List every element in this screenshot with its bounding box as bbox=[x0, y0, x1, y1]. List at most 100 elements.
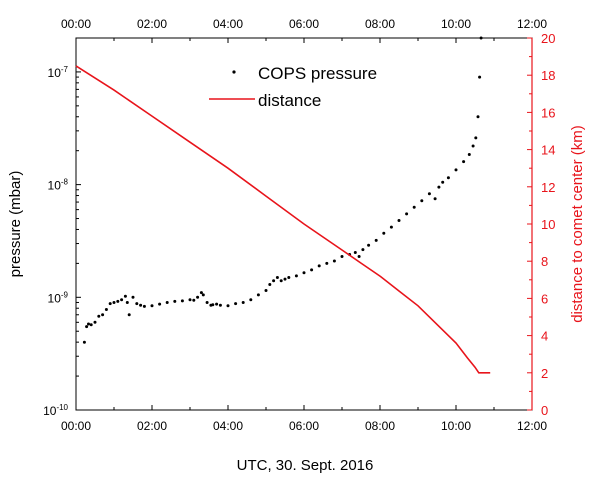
pressure-point bbox=[437, 185, 441, 189]
pressure-point bbox=[382, 231, 386, 235]
pressure-point bbox=[420, 199, 424, 203]
y-left-tick-label: 10-7 bbox=[48, 65, 69, 80]
series-layer bbox=[75, 36, 491, 374]
x-tick-label-top: 08:00 bbox=[365, 17, 395, 31]
y-right-tick-label: 10 bbox=[541, 217, 555, 232]
y-left-axis-label: pressure (mbar) bbox=[7, 171, 24, 278]
pressure-point bbox=[478, 75, 482, 79]
pressure-point bbox=[165, 301, 169, 304]
pressure-point bbox=[340, 255, 344, 258]
pressure-point bbox=[264, 289, 268, 292]
pressure-point bbox=[310, 268, 314, 272]
x-tick-label-top: 12:00 bbox=[517, 17, 547, 31]
pressure-point bbox=[139, 303, 143, 307]
y-right-tick-label: 20 bbox=[541, 31, 555, 46]
pressure-point bbox=[199, 291, 203, 295]
pressure-point bbox=[361, 248, 365, 252]
y-right-tick-label: 16 bbox=[541, 105, 555, 120]
pressure-point bbox=[135, 302, 139, 306]
pressure-point bbox=[120, 298, 124, 302]
pressure-point bbox=[405, 212, 409, 216]
pressure-point bbox=[101, 313, 105, 317]
x-axis-label: UTC, 30. Sept. 2016 bbox=[237, 457, 374, 474]
pressure-point bbox=[215, 302, 219, 306]
x-tick-label-top: 10:00 bbox=[441, 17, 471, 31]
pressure-point bbox=[116, 299, 120, 303]
pressure-point bbox=[234, 302, 238, 306]
legend-pressure-label: COPS pressure bbox=[258, 64, 377, 83]
pressure-point bbox=[367, 243, 371, 247]
legend: COPS pressure distance bbox=[209, 64, 377, 110]
legend-pressure-marker bbox=[232, 70, 236, 74]
y-right-tick-label: 8 bbox=[541, 254, 548, 269]
x-tick-label-bottom: 04:00 bbox=[213, 419, 243, 433]
pressure-point bbox=[211, 303, 215, 307]
pressure-point bbox=[201, 293, 205, 297]
pressure-point bbox=[85, 325, 89, 329]
y-right-tick-label: 12 bbox=[541, 180, 555, 195]
pressure-point bbox=[454, 168, 458, 172]
pressure-point bbox=[389, 225, 393, 229]
pressure-point bbox=[108, 302, 112, 306]
pressure-point bbox=[226, 304, 230, 308]
pressure-point bbox=[275, 276, 279, 279]
pressure-point bbox=[241, 301, 245, 304]
pressure-point bbox=[256, 293, 260, 297]
y-left-tick-label: 10-9 bbox=[48, 290, 69, 305]
y-right-tick-label: 18 bbox=[541, 68, 555, 83]
pressure-point bbox=[397, 219, 401, 222]
pressure-point bbox=[192, 298, 196, 302]
pressure-point bbox=[446, 176, 450, 180]
pressure-point bbox=[112, 301, 116, 304]
pressure-point bbox=[249, 298, 253, 302]
pressure-point bbox=[476, 115, 480, 119]
y-right-tick-label: 0 bbox=[541, 403, 548, 418]
pressure-point bbox=[205, 301, 209, 304]
pressure-point bbox=[479, 36, 483, 40]
y-right-axis-label: distance to comet center (km) bbox=[569, 125, 586, 323]
x-tick-label-top: 04:00 bbox=[213, 17, 243, 31]
pressure-point bbox=[150, 304, 154, 308]
pressure-point bbox=[158, 302, 162, 306]
x-tick-label-bottom: 08:00 bbox=[365, 419, 395, 433]
pressure-point bbox=[93, 320, 97, 324]
pressure-point bbox=[287, 276, 291, 279]
pressure-point bbox=[196, 295, 200, 299]
y-left-tick-label: 10-10 bbox=[43, 403, 68, 418]
pressure-point bbox=[462, 160, 466, 164]
pressure-point bbox=[142, 304, 146, 308]
pressure-point bbox=[325, 261, 329, 265]
pressure-point bbox=[127, 313, 131, 317]
pressure-point bbox=[82, 340, 86, 344]
pressure-point bbox=[131, 295, 135, 299]
x-tick-label-bottom: 12:00 bbox=[517, 419, 547, 433]
pressure-point bbox=[294, 274, 298, 278]
pressure-point bbox=[89, 323, 93, 327]
y-right-tick-label: 6 bbox=[541, 291, 548, 306]
y-right-tick-label: 14 bbox=[541, 143, 555, 158]
pressure-point bbox=[87, 322, 90, 326]
pressure-point bbox=[268, 283, 272, 286]
pressure-point bbox=[441, 180, 445, 184]
pressure-point bbox=[433, 197, 437, 201]
pressure-point bbox=[279, 279, 283, 283]
legend-distance-label: distance bbox=[258, 91, 321, 110]
x-tick-label-bottom: 02:00 bbox=[137, 419, 167, 433]
x-tick-label-top: 06:00 bbox=[289, 17, 319, 31]
pressure-point bbox=[218, 303, 222, 307]
x-tick-label-bottom: 10:00 bbox=[441, 419, 471, 433]
pressure-point bbox=[180, 299, 184, 303]
pressure-point bbox=[471, 144, 475, 148]
pressure-point bbox=[374, 238, 378, 242]
pressure-point bbox=[123, 294, 127, 298]
pressure-point bbox=[357, 255, 361, 258]
pressure-point bbox=[173, 299, 177, 303]
pressure-point bbox=[427, 192, 431, 196]
y-right-tick-label: 4 bbox=[541, 329, 548, 344]
pressure-point bbox=[317, 264, 321, 268]
pressure-point bbox=[302, 271, 306, 275]
pressure-point bbox=[188, 298, 192, 302]
x-tick-label-bottom: 06:00 bbox=[289, 419, 319, 433]
x-tick-label-top: 00:00 bbox=[61, 17, 91, 31]
